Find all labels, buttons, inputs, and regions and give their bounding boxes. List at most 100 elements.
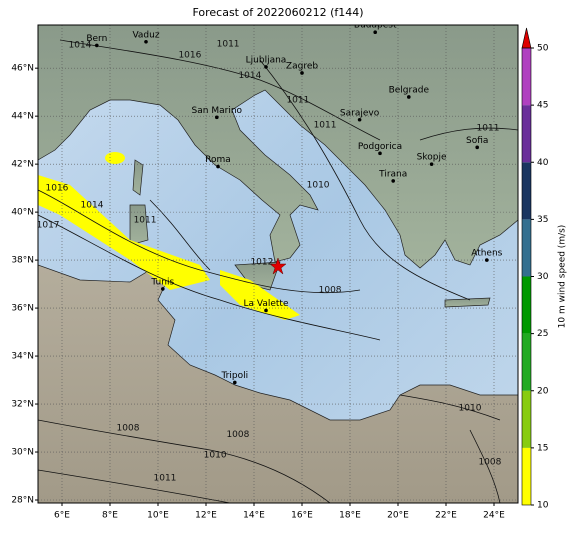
city-label: Tunis xyxy=(150,277,174,287)
x-tick-label: 6°E xyxy=(54,511,70,521)
isobars xyxy=(38,39,518,503)
city-dot xyxy=(300,71,304,75)
city-label: San Marino xyxy=(192,106,243,116)
corsica xyxy=(132,159,144,196)
city-label: Podgorica xyxy=(358,142,402,152)
city-label: Skopje xyxy=(417,153,447,163)
colorbar-tick-label: 10 xyxy=(537,501,549,511)
isobar-labels: 1014 1016 1011 1014 1011 1011 1016 1014 1017 1011… xyxy=(37,40,502,484)
city-dot xyxy=(429,162,434,166)
colorbar-segment xyxy=(522,105,531,163)
city-label: Budapest xyxy=(354,21,397,31)
isobar-label: 1011 xyxy=(314,121,337,131)
isobar-label: 1011 xyxy=(477,123,500,133)
city-dot xyxy=(216,164,220,169)
x-tick-label: 14°E xyxy=(243,511,265,521)
y-tick-label: 30°N xyxy=(11,448,34,458)
x-tick-label: 16°E xyxy=(291,511,313,521)
city-dot xyxy=(264,308,268,313)
isobar-label: 1011 xyxy=(134,215,157,225)
wind-area xyxy=(220,270,300,320)
map-layers: 1014 1016 1011 1014 1011 1011 1016 1014 1017 1011… xyxy=(37,21,518,503)
city-dot xyxy=(264,65,268,69)
city-dot xyxy=(161,287,165,291)
isobar-label: 1016 xyxy=(178,50,201,60)
isobar-label: 1014 xyxy=(69,40,92,50)
isobar-label: 1008 xyxy=(319,285,342,295)
wind-area xyxy=(105,152,125,164)
city-dot xyxy=(144,39,148,44)
city-dot xyxy=(215,115,219,120)
city-dot xyxy=(407,95,411,99)
colorbar-segment xyxy=(522,447,531,505)
colorbar-extend xyxy=(521,27,532,49)
y-tick-label: 42°N xyxy=(11,160,34,170)
x-tick-label: 20°E xyxy=(387,511,409,521)
city-label: Roma xyxy=(205,155,231,165)
colorbar-segment xyxy=(522,162,531,220)
map-frame xyxy=(37,24,519,504)
city-label: Sofia xyxy=(466,136,488,146)
city-label: Zagreb xyxy=(286,61,318,71)
isobar-label: 1017 xyxy=(37,220,60,230)
crete xyxy=(444,297,491,308)
city-dot xyxy=(357,117,362,122)
city-dot xyxy=(378,151,382,156)
sardinia xyxy=(129,204,149,246)
isobar-label: 1008 xyxy=(117,423,140,433)
colorbar-tick-label: 50 xyxy=(537,44,549,54)
y-tick-label: 38°N xyxy=(11,256,34,266)
colorbar-segment xyxy=(522,219,531,277)
colorbar-tick-label: 25 xyxy=(537,329,548,339)
isobar-label: 1011 xyxy=(154,473,177,483)
title: Forecast of 2022060212 (f144) xyxy=(192,6,363,19)
isobar-label: 1008 xyxy=(226,430,249,440)
isobar-label: 1010 xyxy=(204,450,227,460)
y-tick-label: 40°N xyxy=(11,208,34,218)
city-dot xyxy=(95,43,99,48)
city-label: Vaduz xyxy=(132,30,159,40)
isobar-label: 1014 xyxy=(81,200,104,210)
x-tick-label: 10°E xyxy=(147,511,169,521)
y-tick-label: 36°N xyxy=(11,304,34,314)
isobar-label: 1010 xyxy=(459,403,482,413)
city-label: Ljubljana xyxy=(246,55,287,65)
wind-area xyxy=(38,175,210,290)
colorbar-tick-label: 35 xyxy=(537,215,548,225)
grid xyxy=(38,25,518,503)
colorbar-segment xyxy=(522,390,531,448)
x-tick-label: 24°E xyxy=(483,511,505,521)
city-label: Bern xyxy=(86,34,107,44)
x-tick-label: 18°E xyxy=(339,511,361,521)
isobar-label: 1011 xyxy=(217,40,240,50)
y-tick-label: 28°N xyxy=(11,496,34,506)
city-label: La Valette xyxy=(244,299,289,309)
colorbar-tick-label: 15 xyxy=(537,443,548,453)
city-dot xyxy=(391,179,396,183)
colorbar-tick-label: 40 xyxy=(537,158,549,168)
etna-star xyxy=(269,257,287,275)
isobar-label: 1008 xyxy=(478,457,501,467)
colorbar-segment xyxy=(522,333,531,391)
city-label: Tripoli xyxy=(220,371,248,381)
colorbar-segment xyxy=(522,276,531,334)
city-label: Belgrade xyxy=(389,85,430,95)
y-tick-label: 34°N xyxy=(11,352,34,362)
x-tick-label: 8°E xyxy=(102,511,118,521)
city-label: Athens xyxy=(471,249,502,259)
colorbar-tick-label: 20 xyxy=(537,386,549,396)
y-tick-label: 44°N xyxy=(11,112,34,122)
y-tick-label: 32°N xyxy=(11,400,34,410)
isobar-label: 1016 xyxy=(46,183,69,193)
city-dot xyxy=(233,380,237,385)
y-tick-label: 46°N xyxy=(11,64,34,74)
city-label: Sarajevo xyxy=(340,108,380,118)
isobar-label: 1010 xyxy=(307,181,330,191)
x-tick-label: 12°E xyxy=(195,511,217,521)
colorbar-tick-label: 30 xyxy=(537,272,549,282)
city-dot xyxy=(475,145,480,150)
city-dot xyxy=(373,30,378,34)
colorbar: 10 15 20 25 30 35 40 45 50 10 m wind speed (m/s) xyxy=(521,27,568,511)
